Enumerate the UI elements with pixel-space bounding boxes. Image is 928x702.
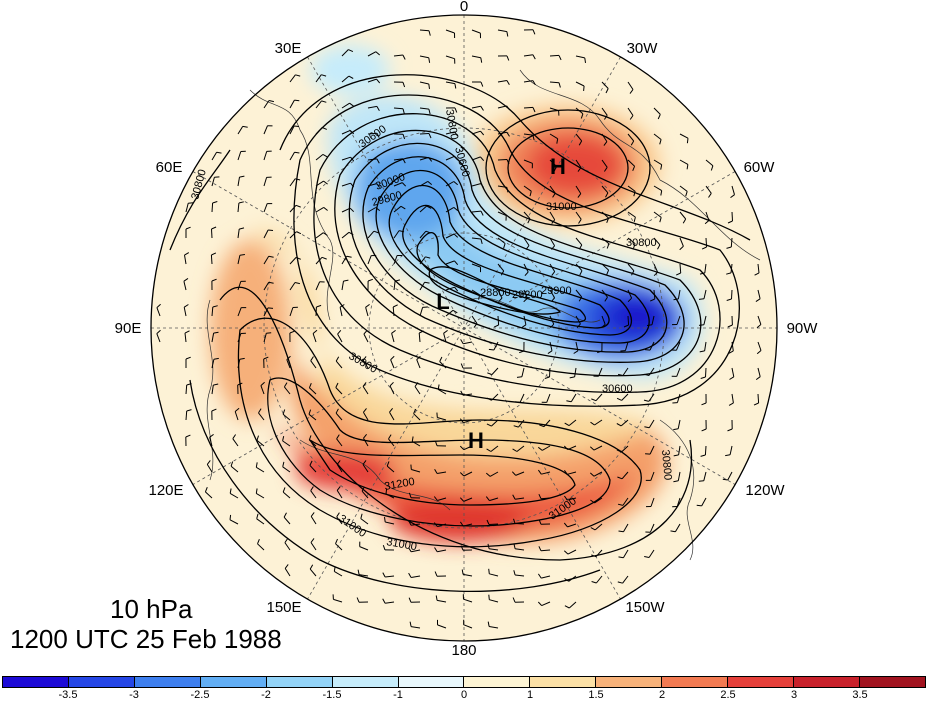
contour-label: 31200 xyxy=(383,476,415,493)
graticule xyxy=(151,15,777,641)
lon-label-30e: 30E xyxy=(274,40,302,57)
contour-label: 31000 xyxy=(385,536,417,553)
lon-label-60e: 60E xyxy=(155,159,183,176)
valid-time-label: 1200 UTC 25 Feb 1988 xyxy=(10,624,282,654)
lon-label-180: 180 xyxy=(451,642,477,659)
colorbar-tick-label: -1.5 xyxy=(322,689,342,701)
contour-label: 29200 xyxy=(512,289,543,301)
high-pressure-marker: H xyxy=(468,428,484,453)
colorbar-tick-label: -2 xyxy=(261,689,271,701)
colorbar-segment xyxy=(266,677,333,687)
colorbar-segment xyxy=(728,677,795,687)
lon-label-150w: 150W xyxy=(625,599,665,616)
contour-label: 30800 xyxy=(659,449,674,481)
contour-label: 30800 xyxy=(626,237,657,249)
lon-label-120w: 120W xyxy=(745,482,785,499)
colorbar-segment xyxy=(3,677,69,687)
colorbar-segment xyxy=(398,677,465,687)
colorbar-segment xyxy=(134,677,201,687)
colorbar-tick-label: 1 xyxy=(526,689,534,701)
lon-label-30w: 30W xyxy=(626,40,658,57)
shaded-anomaly-field xyxy=(151,15,777,641)
low-pressure-marker: L xyxy=(436,289,450,314)
colorbar-segment xyxy=(68,677,135,687)
lon-label-90e: 90E xyxy=(114,320,142,337)
contour-label: 28800 xyxy=(480,287,511,299)
colorbar-segment xyxy=(464,677,531,687)
colorbar-segment xyxy=(662,677,729,687)
colorbar xyxy=(2,676,926,688)
colorbar-tick-label: 0 xyxy=(460,689,468,701)
colorbar-tick-label: 2.5 xyxy=(720,689,736,701)
colorbar-segment xyxy=(200,677,267,687)
lon-label-120e: 120E xyxy=(148,482,184,499)
colorbar-tick-label: -1 xyxy=(393,689,403,701)
map-border xyxy=(150,14,778,642)
colorbar-segment xyxy=(530,677,597,687)
contour-label: 31000 xyxy=(546,201,577,213)
lon-label-90w: 90W xyxy=(786,320,818,337)
colorbar-tick-label: -3 xyxy=(129,689,139,701)
colorbar-tick-label: 2 xyxy=(658,689,666,701)
lon-label-150e: 150E xyxy=(266,599,302,616)
high-pressure-marker: H xyxy=(550,154,566,179)
pressure-level-label: 10 hPa xyxy=(110,594,193,624)
colorbar-segment xyxy=(794,677,860,687)
colorbar-segment xyxy=(596,677,663,687)
lon-label-0: 0 xyxy=(459,0,469,15)
colorbar-segment xyxy=(859,677,925,687)
wind-barbs xyxy=(156,29,762,629)
colorbar-segment xyxy=(332,677,399,687)
colorbar-tick-label: 1.5 xyxy=(588,689,604,701)
contour-label: 29900 xyxy=(541,285,572,297)
contour-label: 30800 xyxy=(443,108,460,140)
height-contours xyxy=(169,74,751,592)
colorbar-tick-label: 3 xyxy=(790,689,798,701)
lon-label-60w: 60W xyxy=(743,159,775,176)
contour-label: 30600 xyxy=(602,383,633,395)
colorbar-tick-label: -3.5 xyxy=(58,689,78,701)
colorbar-tick-label: 3.5 xyxy=(852,689,868,701)
colorbar-tick-label: -2.5 xyxy=(190,689,210,701)
